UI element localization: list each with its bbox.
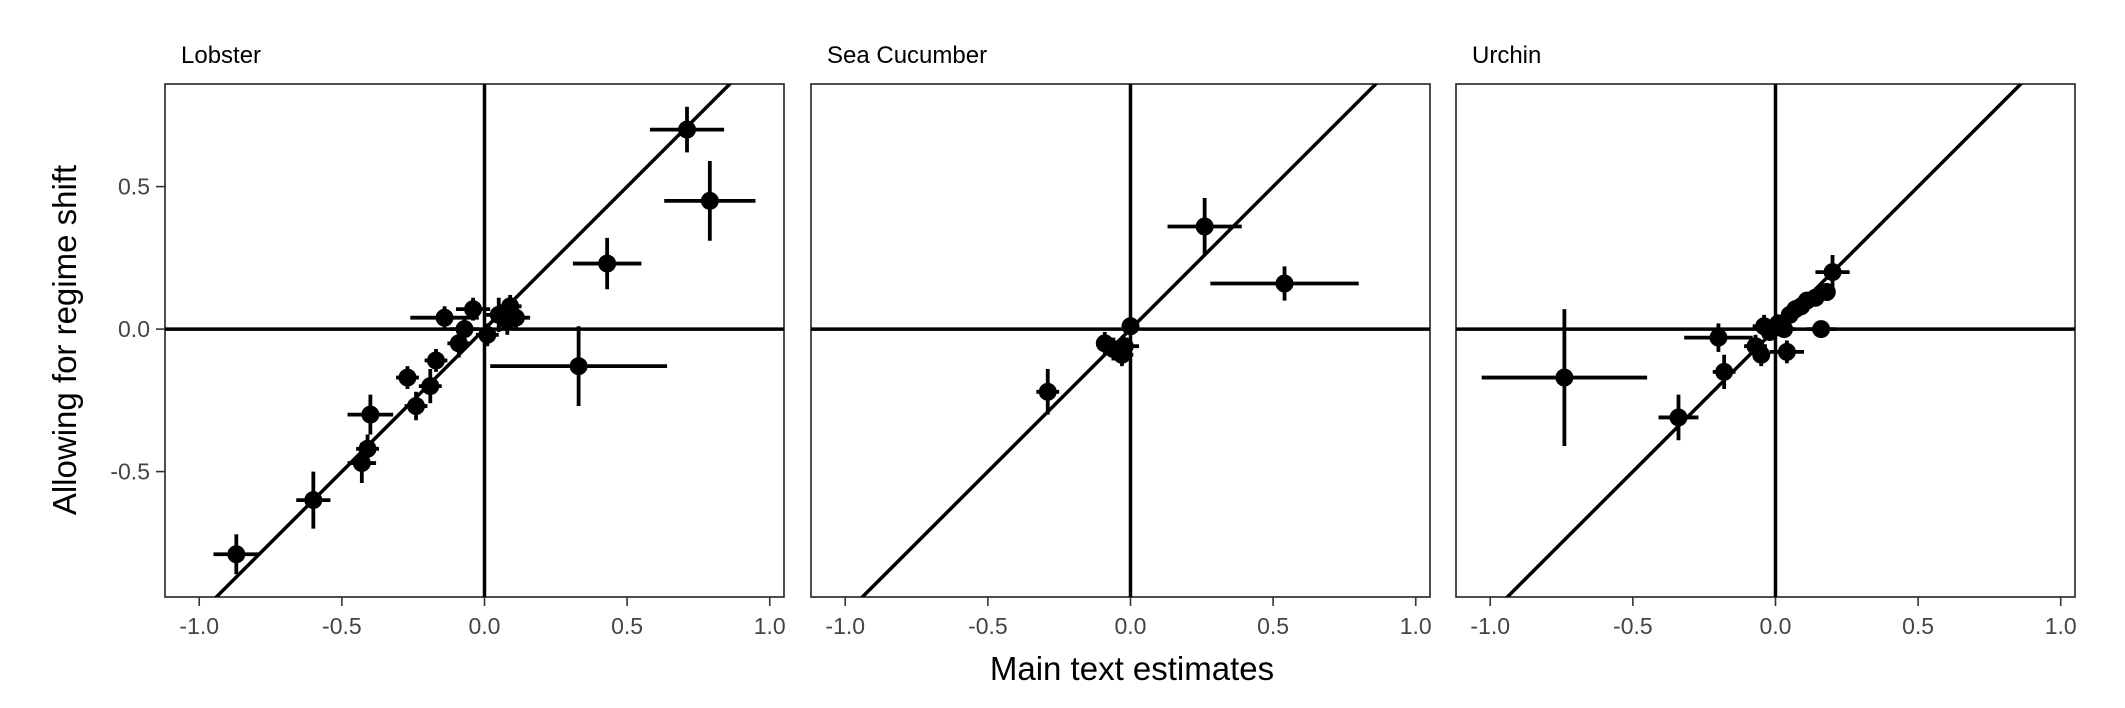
point-marker — [678, 120, 697, 139]
data-point — [1769, 340, 1805, 364]
data-point — [410, 306, 479, 330]
data-point — [664, 160, 756, 241]
data-point — [1684, 323, 1753, 352]
data-point — [418, 369, 442, 404]
y-tick-label: -0.5 — [110, 459, 150, 485]
point-marker — [1275, 274, 1294, 293]
data-point — [1772, 320, 1796, 339]
facet-title: Lobster — [181, 42, 261, 69]
data-point — [450, 317, 479, 341]
data-point — [501, 306, 531, 330]
data-point — [296, 471, 331, 529]
data-point — [1752, 343, 1771, 367]
data-point — [455, 297, 491, 321]
point-marker — [398, 368, 417, 387]
point-marker — [304, 491, 323, 510]
data-point — [1121, 317, 1140, 336]
data-point — [404, 391, 428, 421]
point-marker — [455, 320, 474, 339]
x-tick-label: 0.0 — [1114, 613, 1146, 639]
y-axis-title: Allowing for regime shift — [46, 165, 83, 515]
x-tick-label: -0.5 — [322, 613, 362, 639]
data-point — [1815, 255, 1850, 290]
point-marker — [1038, 382, 1057, 401]
point-marker — [700, 191, 719, 210]
x-tick-label: -0.5 — [1613, 613, 1653, 639]
x-tick-label: 1.0 — [1400, 613, 1432, 639]
point-marker — [598, 254, 617, 273]
point-marker — [1115, 337, 1134, 356]
point-marker — [1709, 328, 1728, 347]
data-point — [213, 534, 260, 575]
data-point — [572, 237, 642, 290]
x-tick-label: 1.0 — [754, 613, 786, 639]
data-point — [1712, 354, 1736, 389]
panel-urchin: Urchin -1.0 -0.5 0.0 0.5 1.0 — [1455, 42, 2077, 639]
x-tick-label: 0.0 — [468, 613, 500, 639]
data-point — [396, 366, 419, 389]
data-point — [649, 106, 725, 153]
data-point — [1658, 394, 1699, 441]
point-marker — [435, 308, 454, 327]
point-marker — [1195, 217, 1214, 236]
data-point — [1110, 337, 1140, 356]
y-tick-label: 0.5 — [118, 174, 150, 200]
point-marker — [358, 439, 377, 458]
point-marker — [1752, 345, 1771, 364]
facet-title: Sea Cucumber — [827, 42, 987, 69]
data-point — [1167, 198, 1242, 255]
x-tick-label: -0.5 — [968, 613, 1008, 639]
point-marker — [1121, 317, 1140, 336]
data-point — [1210, 266, 1359, 301]
panel-sea-cucumber: Sea Cucumber -1.0 -0.5 0.0 0.5 1.0 — [810, 42, 1432, 639]
point-marker — [1823, 263, 1842, 282]
point-marker — [426, 351, 445, 370]
data-point — [356, 434, 379, 464]
x-axis-title: Main text estimates — [990, 650, 1274, 687]
data-point — [475, 323, 499, 347]
data-point — [1481, 309, 1648, 446]
x-tick-label: -1.0 — [825, 613, 865, 639]
point-marker — [464, 300, 483, 319]
point-marker — [1777, 342, 1796, 361]
x-tick-label: 1.0 — [2045, 613, 2077, 639]
point-marker — [506, 308, 525, 327]
data-point — [490, 326, 668, 407]
x-tick-label: 0.5 — [1257, 613, 1289, 639]
point-marker — [227, 545, 246, 564]
data-point — [1036, 369, 1060, 415]
x-tick-label: 0.0 — [1759, 613, 1791, 639]
point-marker — [1669, 408, 1688, 427]
data-point — [1806, 320, 1836, 339]
point-marker — [1775, 320, 1794, 339]
x-tick-label: -1.0 — [179, 613, 219, 639]
point-marker — [1555, 368, 1574, 387]
point-marker — [1812, 320, 1831, 339]
data-point — [347, 394, 394, 435]
point-marker — [361, 405, 380, 424]
facet-title: Urchin — [1472, 42, 1541, 69]
point-marker — [1715, 362, 1734, 381]
point-marker — [569, 357, 588, 376]
point-marker — [478, 325, 497, 344]
data-point — [424, 349, 448, 372]
x-tick-label: 0.5 — [611, 613, 643, 639]
x-tick-label: 0.5 — [1902, 613, 1934, 639]
x-tick-label: -1.0 — [1470, 613, 1510, 639]
point-marker — [407, 397, 426, 416]
y-tick-label: 0.0 — [118, 316, 150, 342]
point-marker — [421, 377, 440, 396]
panel-lobster: Lobster -1.0 -0.5 0.0 0.5 1.0 -0.5 0.0 0.5 — [110, 42, 786, 639]
